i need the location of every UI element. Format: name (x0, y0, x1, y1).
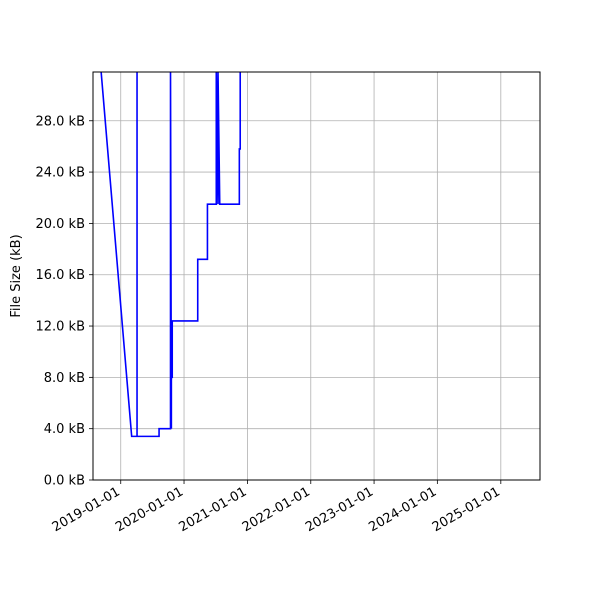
x-tick-label: 2020-01-01 (113, 484, 186, 535)
x-tick-label: 2023-01-01 (303, 484, 376, 535)
plot-frame (92, 71, 541, 481)
y-tick-label: 12.0 kB (35, 320, 85, 335)
y-tick-label: 0.0 kB (44, 474, 85, 489)
x-tick-label: 2024-01-01 (366, 484, 439, 535)
x-tick-label: 2019-01-01 (50, 484, 123, 535)
y-axis: 0.0 kB 4.0 kB 8.0 kB 12.0 kB 16.0 kB 20.0 kB 2… (35, 114, 93, 489)
y-tick-label: 20.0 kB (35, 217, 85, 232)
x-tick-label: 2021-01-01 (177, 484, 250, 535)
series-line-layer (100, 72, 242, 438)
y-axis-label: File Size (kB) (9, 234, 24, 317)
series-line (100, 72, 242, 438)
y-tick-label: 28.0 kB (35, 114, 85, 129)
x-tick-label: 2025-01-01 (430, 484, 503, 535)
y-tick-label: 4.0 kB (44, 422, 85, 437)
grid (93, 72, 540, 481)
x-axis: 2019-01-012020-01-012021-01-012022-01-01… (50, 480, 503, 535)
y-tick-label: 24.0 kB (35, 166, 85, 181)
y-tick-label: 8.0 kB (44, 371, 85, 386)
x-tick-label: 2022-01-01 (240, 484, 313, 535)
y-tick-label: 16.0 kB (35, 268, 85, 283)
